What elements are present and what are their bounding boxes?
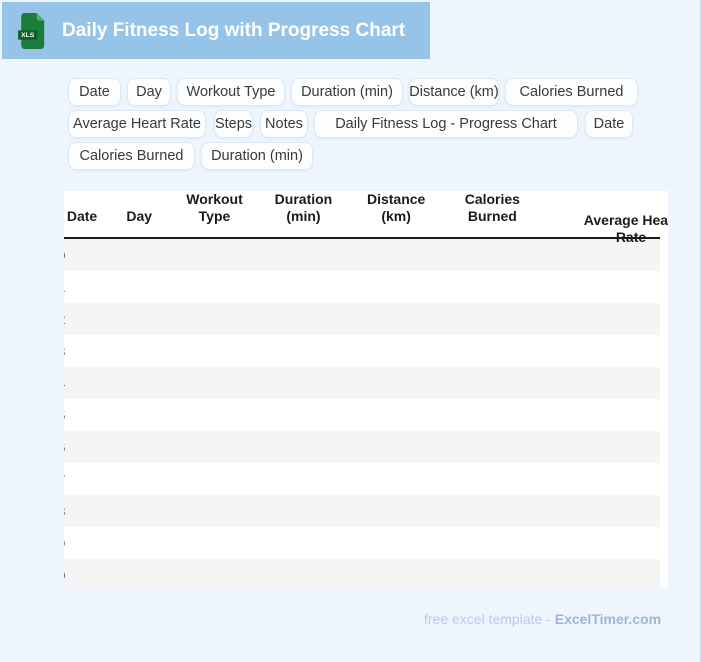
svg-text:XLS: XLS bbox=[21, 32, 35, 39]
